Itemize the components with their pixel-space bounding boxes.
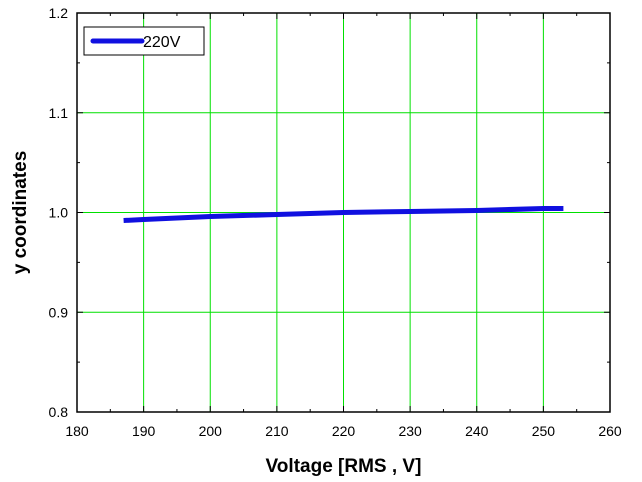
- x-tick-label: 220: [332, 423, 356, 439]
- series-line-220v: [123, 206, 564, 223]
- y-tick-label: 1.1: [49, 105, 69, 121]
- series-layer: [123, 206, 564, 223]
- x-tick-label: 250: [532, 423, 556, 439]
- x-tick-label: 240: [465, 423, 489, 439]
- x-tick-label: 210: [265, 423, 289, 439]
- y-tick-label: 1.2: [49, 5, 69, 21]
- y-tick-label: 0.9: [49, 304, 69, 320]
- y-tick-label: 0.8: [49, 404, 69, 420]
- legend-entry-label: 220V: [143, 34, 181, 51]
- y-axis-label: y coordinates: [10, 151, 31, 275]
- x-tick-label: 190: [132, 423, 156, 439]
- x-tick-label: 200: [199, 423, 223, 439]
- x-tick-label: 260: [598, 423, 622, 439]
- x-tick-label: 180: [65, 423, 89, 439]
- x-tick-labels: 180 190 200 210 220 230 240 250 260: [65, 423, 622, 439]
- y-tick-labels: 0.8 0.9 1.0 1.1 1.2: [49, 5, 69, 420]
- x-tick-label: 230: [398, 423, 422, 439]
- x-axis-label: Voltage [RMS , V]: [266, 456, 422, 477]
- legend: 220V: [83, 26, 205, 56]
- y-tick-label: 1.0: [49, 205, 69, 221]
- axis-ticks: [76, 12, 611, 413]
